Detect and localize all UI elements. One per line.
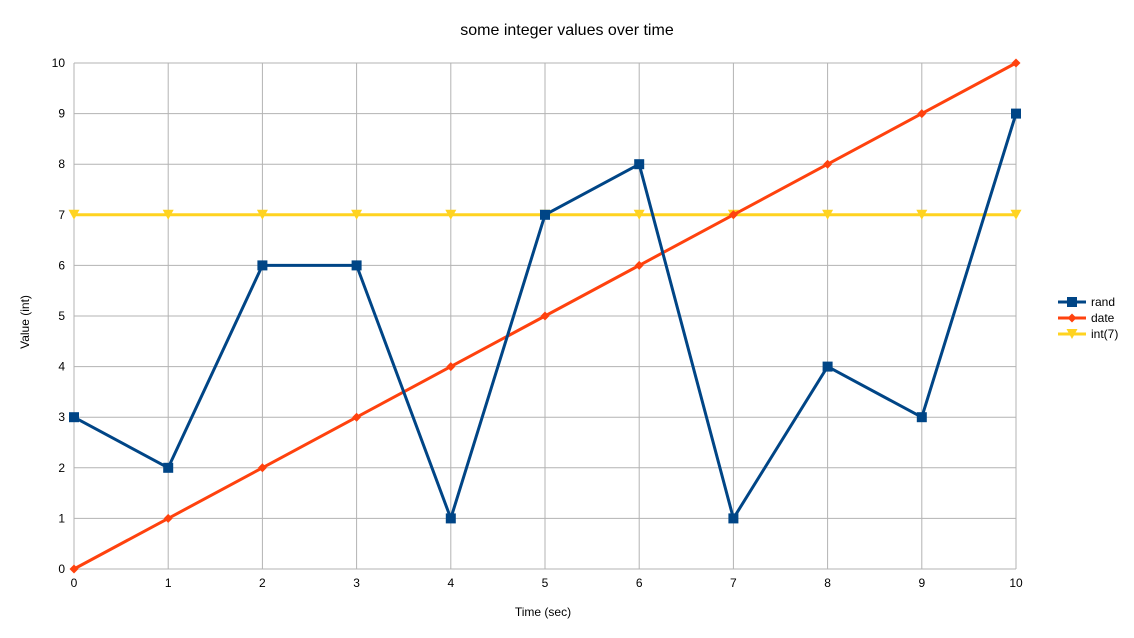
data-point (917, 109, 927, 119)
data-point (69, 564, 79, 574)
legend-marker (1067, 313, 1077, 323)
y-tick-label: 4 (58, 360, 65, 374)
data-point (162, 209, 174, 220)
y-tick-label: 10 (52, 56, 66, 70)
x-tick-label: 8 (824, 576, 831, 590)
y-tick-label: 9 (58, 107, 65, 121)
y-tick-label: 2 (58, 461, 65, 475)
y-tick-label: 5 (58, 309, 65, 323)
data-point (68, 209, 80, 220)
data-point (351, 260, 362, 271)
data-point (445, 513, 456, 524)
y-tick-label: 7 (58, 208, 65, 222)
series-rand (69, 108, 1021, 524)
data-point (351, 209, 363, 220)
data-point (916, 412, 927, 423)
data-point (822, 361, 833, 372)
data-point (633, 209, 645, 220)
legend-label: int(7) (1091, 327, 1118, 341)
x-tick-label: 3 (353, 576, 360, 590)
x-tick-label: 10 (1009, 576, 1023, 590)
data-point (823, 159, 833, 169)
y-tick-label: 3 (58, 410, 65, 424)
y-axis-tick-labels: 0 1 2 3 4 5 6 7 8 9 10 (52, 56, 66, 576)
legend-label: rand (1091, 295, 1115, 309)
y-axis-title: Value (int) (18, 295, 32, 349)
chart-title: some integer values over time (460, 22, 674, 39)
legend-marker (1067, 297, 1077, 307)
x-tick-label: 1 (165, 576, 172, 590)
y-tick-label: 1 (58, 511, 65, 525)
y-tick-label: 0 (58, 562, 65, 576)
x-axis-title: Time (sec) (515, 605, 571, 619)
data-point (916, 209, 928, 220)
data-point (540, 209, 550, 220)
data-point (352, 412, 362, 422)
y-tick-label: 8 (58, 157, 65, 171)
data-point (163, 513, 173, 523)
data-point (1010, 209, 1022, 220)
legend: rand date int(7) (1058, 295, 1118, 341)
data-point (257, 260, 268, 271)
x-tick-label: 2 (259, 576, 266, 590)
x-tick-label: 9 (918, 576, 925, 590)
data-point (540, 311, 550, 321)
data-point (445, 209, 457, 220)
data-point (256, 209, 268, 220)
legend-marker (1066, 329, 1078, 339)
data-point (1011, 108, 1021, 119)
y-tick-label: 6 (58, 258, 65, 272)
data-point (634, 260, 644, 270)
x-tick-label: 6 (636, 576, 643, 590)
data-point (69, 412, 79, 423)
series-date (69, 58, 1021, 574)
data-point (822, 209, 834, 220)
data-point (728, 210, 738, 220)
data-point (1011, 58, 1021, 68)
x-tick-label: 5 (542, 576, 549, 590)
data-point (634, 159, 645, 170)
legend-item: rand (1058, 295, 1115, 309)
legend-item: int(7) (1058, 327, 1118, 341)
legend-label: date (1091, 311, 1115, 325)
data-point (446, 362, 456, 372)
data-point (257, 463, 267, 473)
data-point (728, 513, 739, 524)
x-axis-tick-labels: 0 1 2 3 4 5 6 7 8 9 10 (71, 576, 1023, 590)
data-point (163, 462, 174, 473)
legend-item: date (1058, 311, 1115, 325)
x-tick-label: 0 (71, 576, 78, 590)
x-tick-label: 7 (730, 576, 737, 590)
series-lines (68, 58, 1022, 574)
x-tick-label: 4 (447, 576, 454, 590)
